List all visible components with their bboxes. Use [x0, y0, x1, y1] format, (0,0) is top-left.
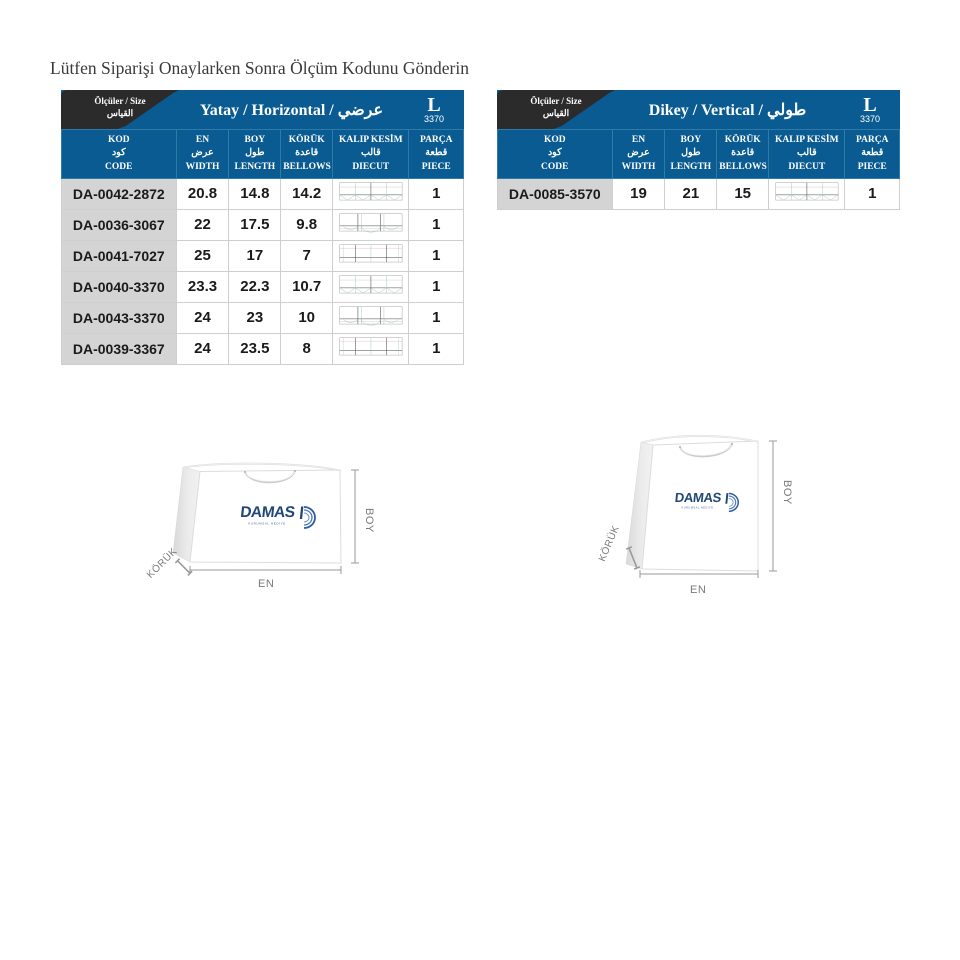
svg-text:DAMAS: DAMAS: [239, 504, 295, 521]
svg-text:KURUMSAL HEDİYE: KURUMSAL HEDİYE: [248, 521, 286, 526]
svg-text:DAMAS: DAMAS: [674, 490, 722, 505]
